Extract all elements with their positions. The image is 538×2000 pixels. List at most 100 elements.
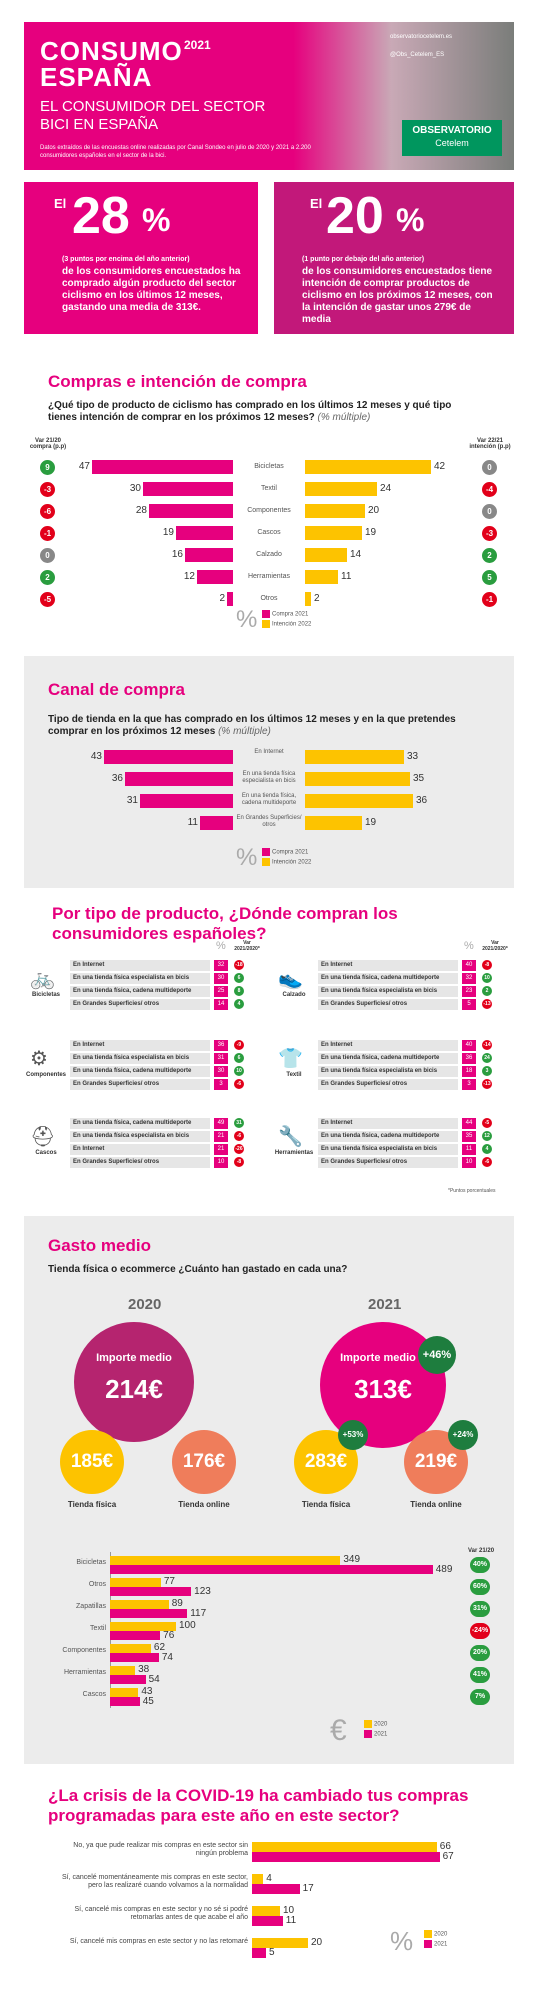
producto-row-label: En una tienda física, cadena multideport…	[318, 973, 458, 984]
header-twitter[interactable]: @Obs_Cetelem_ES	[390, 52, 445, 58]
compras-question-text: ¿Qué tipo de producto de ciclismo has co…	[48, 400, 452, 423]
producto-row-value: 3	[462, 1079, 476, 1090]
producto-footnote: *Puntos porcentuales	[448, 1188, 496, 1194]
gasto-bar-2020	[110, 1578, 161, 1587]
producto-row-var: -18	[234, 960, 244, 970]
compras-value-compra: 47	[78, 461, 90, 472]
producto-block-name: Calzado	[282, 992, 306, 998]
legend-label-2020: 2020	[434, 1931, 448, 1938]
producto-row-value: 3	[214, 1079, 228, 1090]
producto-row-label: En Internet	[70, 1040, 210, 1051]
producto-row-var: -14	[482, 1040, 492, 1050]
canal-value-intencion: 33	[407, 751, 419, 762]
canal-bar-intencion	[305, 772, 410, 786]
producto-row-var: -26	[234, 1144, 244, 1154]
importe-label: Importe medio	[340, 1352, 416, 1364]
canal-pct-symbol: %	[236, 844, 258, 871]
producto-row-label: En una tienda física especialista en bic…	[318, 1066, 458, 1077]
producto-row-label: En Grandes Superficies/ otros	[318, 1079, 458, 1090]
producto-row-var: -9	[234, 1040, 244, 1050]
shirt-icon: 👕	[278, 1048, 303, 1070]
covid-value-2020: 20	[311, 1937, 323, 1948]
covid-answer-label: Sí, cancelé momentáneamente mis compras …	[62, 1874, 248, 1889]
canal-category-label: En Grandes Superficies/ otros	[236, 815, 302, 828]
covid-value-2020: 4	[266, 1873, 272, 1884]
producto-row-value: 32	[214, 960, 228, 971]
compras-var-intencion: -3	[482, 526, 497, 541]
producto-row-label: En una tienda física especialista en bic…	[70, 973, 210, 984]
kpi-box-intencion: El 20 % (1 punto por debajo del año ante…	[274, 182, 514, 334]
compras-bar-intencion	[305, 482, 377, 496]
producto-row-value: 23	[462, 986, 476, 997]
importe-value: 214€	[105, 1374, 163, 1404]
producto-row-value: 40	[462, 960, 476, 971]
gasto-value-2020: 62	[153, 1642, 166, 1653]
helmet-icon: ⛑	[30, 1126, 56, 1148]
gasto-bar-2021	[110, 1675, 146, 1684]
bicycle-icon: 🚲	[30, 968, 55, 990]
producto-row-label: En Grandes Superficies/ otros	[318, 1157, 458, 1168]
compras-category-label: Calzado	[256, 551, 282, 558]
header-year: 2021	[184, 38, 211, 52]
kpi-text: de los consumidores encuestados tiene in…	[302, 266, 493, 325]
producto-row-value: 10	[214, 1157, 228, 1168]
covid-bar-2020	[252, 1842, 437, 1852]
producto-row-value: 36	[214, 1040, 228, 1051]
gasto-value-2020: 100	[179, 1620, 196, 1631]
header-email[interactable]: observatoriocetelem.es	[390, 34, 453, 40]
producto-row-var: 10	[482, 973, 492, 983]
producto-row-value: 21	[214, 1131, 228, 1142]
shoe-icon: 👟	[278, 968, 303, 990]
compras-var-compra: 0	[40, 548, 55, 563]
canal-value-intencion: 19	[365, 817, 377, 828]
gasto-year-2021: 2021	[368, 1296, 402, 1313]
compras-bar-compra	[185, 548, 233, 562]
gasto-bar-2020	[110, 1600, 169, 1609]
producto-row-label: En una tienda física, cadena multideport…	[70, 986, 210, 997]
compras-category-label: Cascos	[257, 529, 281, 536]
gasto-category-label: Zapatillas	[76, 1603, 106, 1610]
producto-row-var: -5	[482, 1118, 492, 1128]
legend-swatch-intencion	[262, 620, 270, 628]
inc-online-badge: +24%	[448, 1420, 478, 1450]
gasto-bar-2021	[110, 1653, 159, 1662]
producto-row-label: En Internet	[318, 1040, 458, 1051]
compras-bar-compra	[176, 526, 233, 540]
covid-value-2020: 10	[283, 1905, 295, 1916]
producto-row-var: -13	[482, 1079, 492, 1089]
compras-value-compra: 30	[129, 483, 141, 494]
gasto-bar-2021	[110, 1565, 433, 1574]
gasto-category-label: Componentes	[62, 1647, 106, 1654]
covid-value-2021: 5	[269, 1947, 275, 1958]
covid-answer-label: No, ya que pude realizar mis compras en …	[73, 1842, 248, 1857]
compras-value-compra: 12	[183, 571, 195, 582]
canal-legend: Compra 2021 Intención 2022	[262, 848, 311, 866]
logo-text-cetelem: Cetelem	[435, 138, 469, 148]
gasto-value-2020: 77	[163, 1576, 175, 1587]
legend-swatch-2021	[364, 1730, 372, 1738]
compras-value-compra: 2	[219, 593, 225, 604]
canal-bar-compra	[140, 794, 233, 808]
kpi-pre: El	[310, 196, 323, 211]
canal-bar-intencion	[305, 750, 404, 764]
producto-row-var: -6	[234, 1079, 244, 1089]
compras-bar-compra	[227, 592, 233, 606]
producto-row-value: 10	[462, 1157, 476, 1168]
fisica-2020-circle: 185€	[60, 1430, 124, 1494]
compras-bar-intencion	[305, 570, 338, 584]
canal-category-label: En Internet	[254, 749, 284, 755]
producto-row-label: En una tienda física, cadena multideport…	[318, 1131, 458, 1142]
compras-var-compra: 2	[40, 570, 55, 585]
canal-multi: (% múltiple)	[218, 726, 271, 737]
producto-row-label: En Internet	[318, 960, 458, 971]
legend-swatch-2020	[424, 1930, 432, 1938]
covid-bar-2020	[252, 1874, 264, 1884]
producto-block-name: Textil	[286, 1072, 302, 1078]
importe-value: 313€	[354, 1374, 412, 1404]
gasto-var-badge: 7%	[470, 1689, 490, 1705]
producto-row-var: 2	[482, 986, 492, 996]
wrench-icon: 🔧	[278, 1126, 303, 1148]
covid-bar-2020	[252, 1938, 308, 1948]
compras-var-intencion: 2	[482, 548, 497, 563]
compras-bar-intencion	[305, 592, 311, 606]
